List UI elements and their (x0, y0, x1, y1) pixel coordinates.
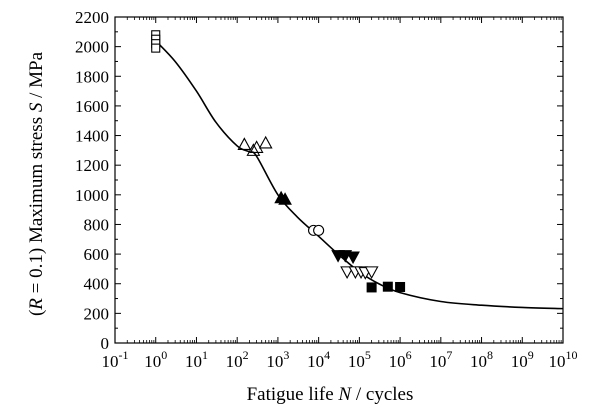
data-point-open-square (151, 43, 161, 53)
x-tick-label: 1010 (549, 348, 578, 371)
fit-curve (152, 37, 564, 310)
y-tick-label: 2200 (75, 8, 109, 27)
data-point-filled-square (395, 281, 406, 292)
x-tick-label: 101 (185, 348, 208, 371)
y-tick-label: 1200 (75, 156, 109, 175)
y-tick-label: 1000 (75, 186, 109, 205)
data-point-open-triangle (258, 135, 273, 149)
x-tick-label: 100 (144, 348, 167, 371)
plot-frame (114, 16, 564, 344)
data-point-filled-square (382, 281, 393, 292)
data-point-open-triangle (237, 137, 252, 150)
x-tick-label: 106 (389, 348, 412, 371)
y-axis-label: (R = 0.1) Maximum stress S / MPa (26, 51, 47, 316)
data-point-open-down-triangle (364, 266, 379, 280)
x-tick-label: 107 (429, 348, 452, 371)
y-tick-label: 2000 (75, 38, 109, 57)
x-tick-label: 102 (226, 348, 249, 371)
ticks-layer: 0 200 400 600 800 1000 1200 1400 1600 1800 2000 220… (75, 8, 578, 371)
x-axis-label: Fatigue life N / cycles (247, 384, 414, 405)
y-tick-label: 400 (84, 275, 110, 294)
data-point-filled-triangle (278, 192, 292, 205)
x-tick-label: 103 (266, 348, 289, 371)
data-point-open-triangle (246, 143, 261, 156)
x-tick-label: 105 (348, 348, 371, 371)
y-tick-label: 1800 (75, 67, 109, 86)
y-tick-label: 800 (84, 215, 110, 234)
marks-layer (151, 30, 406, 293)
y-tick-label: 600 (84, 245, 110, 264)
data-point-open-circle (313, 224, 325, 236)
data-point-filled-square (366, 282, 377, 293)
x-tick-label: 10-1 (102, 348, 129, 371)
x-tick-label: 104 (307, 348, 330, 371)
data-point-filled-down-triangle (346, 251, 360, 265)
y-tick-label: 0 (101, 334, 110, 353)
y-tick-label: 200 (84, 304, 110, 323)
y-tick-label: 1600 (75, 97, 109, 116)
x-tick-label: 108 (470, 348, 493, 371)
x-tick-label: 109 (511, 348, 534, 371)
y-tick-label: 1400 (75, 127, 109, 146)
data-point-open-down-triangle (340, 266, 355, 280)
